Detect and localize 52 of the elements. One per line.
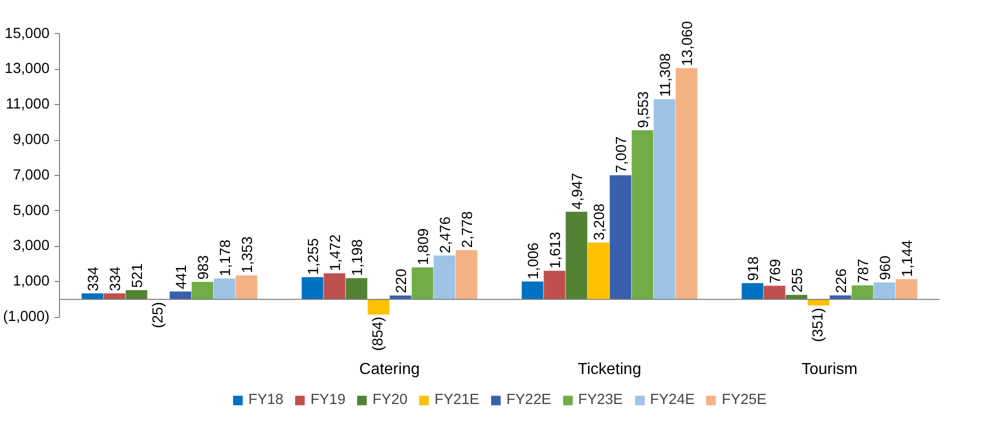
data-label: 9,553 — [636, 91, 652, 128]
data-label: 1,198 — [350, 239, 366, 276]
y-tick-label: 7,000 — [12, 167, 50, 184]
data-label: 1,006 — [526, 242, 542, 280]
legend-label: FY22E — [506, 392, 552, 408]
legend-label: FY20 — [372, 392, 408, 408]
x-tick-label: Catering — [359, 360, 420, 378]
data-label: 220 — [394, 268, 410, 294]
data-label: 1,353 — [240, 236, 256, 274]
data-label: 4,947 — [570, 172, 586, 210]
data-label: 441 — [174, 264, 190, 290]
y-tick-label: 13,000 — [4, 61, 50, 78]
data-label: (25) — [150, 302, 166, 328]
data-label: 7,007 — [614, 136, 630, 174]
data-label: 3,208 — [592, 204, 608, 240]
data-label: 960 — [878, 256, 894, 280]
data-label: 334 — [86, 266, 102, 292]
data-label: 769 — [768, 258, 784, 284]
data-label: 983 — [196, 255, 212, 280]
data-label: (351) — [810, 308, 826, 342]
legend-label: FY19 — [310, 392, 346, 408]
data-label: 2,476 — [438, 216, 454, 254]
legend-label: FY21E — [434, 392, 480, 408]
data-label: 13,060 — [680, 21, 696, 66]
y-tick-label: (1,000) — [3, 309, 50, 326]
data-label: 1,613 — [548, 232, 564, 269]
y-tick-label: 15,000 — [4, 26, 50, 42]
data-label: 2,778 — [460, 211, 476, 248]
data-label: 1,255 — [306, 238, 322, 275]
data-label: 11,308 — [658, 53, 674, 97]
data-label: 1,472 — [328, 234, 344, 272]
data-label: (854) — [370, 316, 386, 351]
data-label: 1,809 — [416, 228, 432, 266]
legend-label: FY24E — [650, 392, 695, 408]
data-label: 1,178 — [218, 240, 234, 276]
x-tick-label: Ticketing — [578, 360, 642, 378]
y-tick-label: 11,000 — [6, 96, 50, 113]
y-tick-label: 3,000 — [12, 238, 50, 254]
data-label: 787 — [856, 258, 872, 284]
legend-label: FY18 — [248, 392, 284, 408]
data-label: 334 — [108, 266, 124, 292]
data-label: 226 — [834, 268, 850, 294]
data-label: 918 — [746, 256, 762, 281]
y-tick-label: 1,000 — [12, 274, 50, 290]
y-tick-label: 5,000 — [12, 202, 50, 219]
x-tick-label: Tourism — [801, 360, 858, 378]
y-tick-label: 9,000 — [12, 132, 50, 148]
data-label: 255 — [790, 268, 806, 293]
data-label: 1,144 — [900, 240, 916, 277]
legend-label: FY23E — [578, 392, 623, 408]
legend-label: FY25E — [722, 392, 767, 408]
data-label: 521 — [130, 263, 146, 288]
